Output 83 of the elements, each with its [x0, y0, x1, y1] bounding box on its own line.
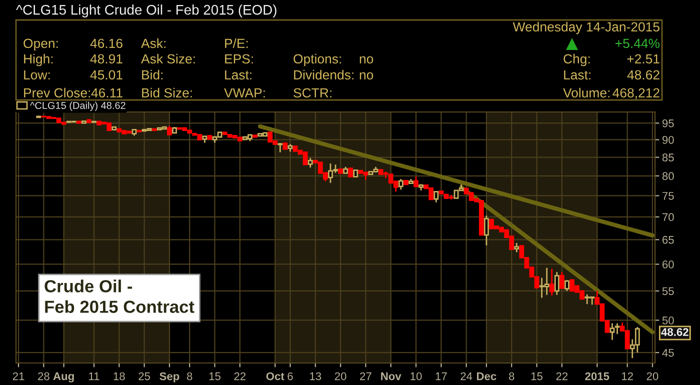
x-tick-label: 24: [460, 372, 472, 380]
x-tick-label: 15: [531, 372, 542, 380]
x-tick-label: 17: [436, 372, 447, 380]
candlestick: [308, 157, 313, 168]
text: Ask Size:: [141, 54, 195, 64]
x-tick-label: 22: [556, 372, 568, 380]
y-tick-label: 65: [662, 236, 674, 244]
text: Volume:: [563, 88, 610, 98]
text: SCTR:: [294, 88, 332, 98]
text: Dividends:: [294, 70, 354, 80]
text: +2.51: [627, 54, 660, 64]
x-tick-label: Oct: [266, 372, 284, 380]
candlestick: [414, 176, 418, 188]
chart-title: ^CLG15 Light Crude Oil - Feb 2015 (EOD): [16, 4, 276, 18]
text: no: [360, 56, 374, 64]
candlestick: [348, 167, 354, 178]
y-tick-label: 50: [662, 316, 674, 324]
x-tick-label: 12: [622, 372, 633, 380]
text: Wednesday 14-Jan-2015: [512, 22, 660, 34]
text: Last:: [225, 70, 252, 80]
text: 468,212: [612, 88, 660, 100]
x-tick-label: 8: [508, 372, 514, 380]
text: Chg:: [564, 54, 590, 66]
text: no: [360, 72, 374, 80]
x-tick-label: 15: [209, 372, 220, 380]
candlestick: [564, 279, 570, 292]
x-tick-label: 22: [234, 372, 246, 380]
x-tick-label: 11: [89, 372, 100, 380]
candlestick: [167, 125, 172, 136]
y-tick-label: 85: [662, 154, 674, 162]
text: Low:: [24, 70, 50, 80]
candlestick: [484, 214, 489, 246]
text: Bid:: [142, 70, 163, 80]
x-tick-label: 25: [138, 372, 150, 380]
text: Ask:: [141, 38, 166, 48]
text: VWAP:: [224, 88, 265, 98]
x-tick-label: 21: [12, 372, 24, 380]
text: Last:: [564, 70, 590, 80]
text: 46.16: [90, 38, 122, 48]
text: Bid Size:: [142, 88, 192, 98]
text: EPS:: [225, 54, 253, 64]
text: 46.11: [91, 88, 122, 98]
text: P/E:: [225, 38, 248, 48]
text: 45.01: [90, 70, 122, 80]
x-tick-label: 20: [646, 372, 658, 380]
candlestick: [549, 268, 554, 296]
x-tick-label: 18: [114, 372, 125, 380]
x-tick-label: 27: [360, 372, 372, 380]
x-tick-label: Sep: [160, 372, 180, 382]
x-tick-label: Dec: [476, 372, 496, 380]
candlestick: [554, 271, 560, 296]
x-tick-label: Nov: [381, 372, 402, 380]
x-tick-label: 13: [310, 372, 322, 380]
candlestick: [514, 242, 520, 253]
text: 48.62: [627, 70, 660, 80]
y-tick-label: 80: [662, 172, 674, 180]
candlestick: [559, 271, 564, 290]
x-tick-label: 10: [410, 372, 422, 380]
y-tick-label: 55: [662, 287, 674, 296]
text: 48.62: [661, 328, 688, 336]
y-tick-label: 95: [662, 119, 674, 128]
legend-label: ^CLG15 (Daily) 48.62: [30, 102, 126, 111]
y-tick-label: 90: [662, 136, 674, 144]
y-tick-label: 70: [662, 213, 674, 222]
y-tick-label: 45: [662, 348, 674, 357]
x-tick-label: 6: [288, 372, 293, 380]
text: 48.91: [90, 54, 122, 64]
candlestick: [434, 190, 439, 204]
x-tick-label: 8: [186, 372, 192, 380]
x-tick-label: 28: [38, 372, 50, 380]
x-tick-label: 2015: [585, 372, 610, 380]
annotation: Crude Oil - Feb 2015 Contract: [44, 280, 194, 313]
y-tick-label: 75: [662, 192, 674, 200]
candlestick: [398, 178, 404, 190]
text: Prev Close:: [24, 88, 90, 98]
x-tick-label: 20: [334, 372, 346, 380]
candlestick: [278, 142, 283, 153]
text: Options:: [294, 54, 341, 66]
text: High:: [24, 54, 53, 66]
x-tick-label: Aug: [53, 372, 74, 382]
y-tick-label: 60: [662, 260, 674, 268]
text: Open:: [24, 38, 58, 51]
text: +5.44%: [616, 38, 660, 48]
